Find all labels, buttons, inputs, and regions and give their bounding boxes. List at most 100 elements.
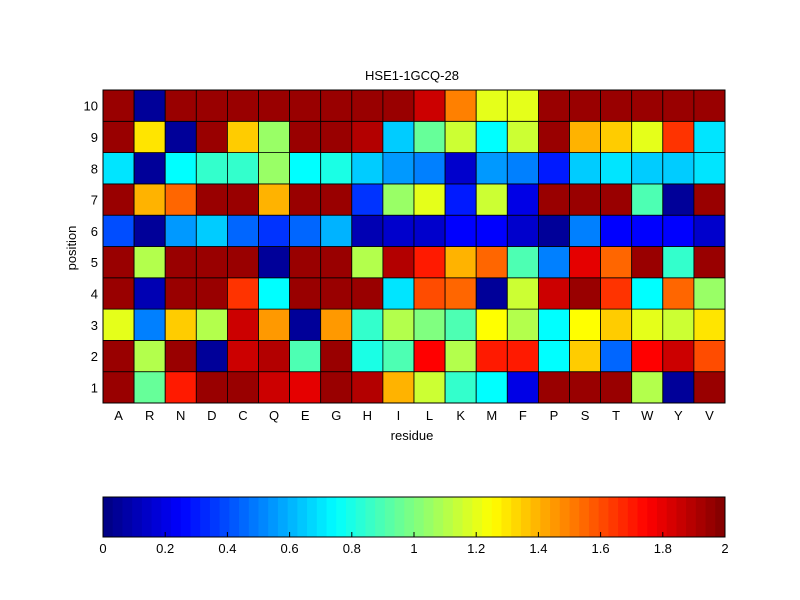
heatmap-cell-A-1 [102, 371, 135, 404]
colorbar-tick-label: 1.8 [654, 541, 672, 556]
plot-frame [102, 89, 726, 404]
colorbar-segment [452, 497, 464, 537]
heatmap-cell-Q-6 [258, 214, 291, 247]
heatmap-cell-P-4 [538, 277, 570, 310]
heatmap-cell-F-8 [506, 152, 539, 185]
colorbar-segment [171, 497, 182, 537]
heatmap-cell-G-5 [320, 246, 353, 279]
heatmap-cell-Q-10 [258, 89, 291, 122]
heatmap-cell-H-2 [351, 339, 384, 373]
heatmap-cell-L-8 [413, 152, 446, 185]
heatmap-cell-S-2 [569, 339, 602, 373]
heatmap-cell-P-1 [538, 371, 570, 404]
heatmap-cell-I-4 [382, 277, 415, 310]
colorbar-segment [559, 497, 570, 537]
heatmap-cell-E-4 [289, 277, 322, 310]
heatmap-cell-R-8 [133, 152, 166, 185]
colorbar [102, 496, 726, 538]
heatmap-cell-K-10 [444, 89, 477, 122]
colorbar-segment [491, 497, 502, 537]
heatmap-cell-S-8 [569, 152, 602, 185]
heatmap-cell-M-5 [475, 246, 508, 279]
colorbar-tick-label: 1.6 [592, 541, 610, 556]
heatmap-cell-N-6 [164, 214, 197, 247]
heatmap-cell-E-8 [289, 152, 322, 185]
colorbar-segment [122, 497, 133, 537]
heatmap-cell-C-8 [226, 152, 259, 185]
heatmap-cell-W-8 [631, 152, 664, 185]
heatmap-cell-H-10 [351, 89, 384, 122]
heatmap-cell-A-8 [102, 152, 135, 185]
heatmap-cell-N-4 [164, 277, 197, 310]
heatmap-cell-D-4 [195, 277, 228, 310]
heatmap-cell-K-2 [444, 339, 477, 373]
colorbar-segment [258, 497, 269, 537]
heatmap-cell-E-3 [289, 308, 322, 341]
colorbar-ticks: 0 0.2 0.4 0.6 0.8 1 1.2 1.4 1.6 1.8 2 [99, 532, 729, 556]
x-tick-label: N [176, 408, 185, 423]
heatmap-cell-F-3 [506, 308, 539, 341]
heatmap-cell-W-1 [631, 371, 664, 404]
colorbar-segment [345, 497, 357, 537]
heatmap-cell-L-1 [413, 371, 446, 404]
colorbar-segment [365, 497, 376, 537]
heatmap-cell-D-7 [195, 183, 228, 216]
colorbar-segment [511, 497, 522, 537]
heatmap-cell-P-6 [538, 214, 570, 247]
y-tick-label: 7 [91, 193, 98, 208]
heatmap-cell-I-3 [382, 308, 415, 341]
heatmap-cell-D-5 [195, 246, 228, 279]
heatmap-cell-K-8 [444, 152, 477, 185]
heatmap-cell-P-7 [538, 183, 570, 216]
colorbar-segment [666, 497, 677, 537]
y-tick-label: 5 [91, 255, 98, 270]
x-tick-label: E [301, 408, 310, 423]
colorbar-segment [132, 497, 143, 537]
heatmap-cell-S-10 [569, 89, 602, 122]
heatmap-cell-L-5 [413, 246, 446, 279]
heatmap-cell-W-2 [631, 339, 664, 373]
heatmap-cell-A-3 [102, 308, 135, 341]
heatmap-cell-A-2 [102, 339, 135, 373]
colorbar-segment [404, 497, 415, 537]
colorbar-segment [151, 497, 162, 537]
heatmap-cell-G-1 [320, 371, 353, 404]
heatmap-cell-V-3 [693, 308, 726, 341]
heatmap-cell-K-7 [444, 183, 477, 216]
heatmap-cell-L-3 [413, 308, 446, 341]
heatmap-cell-A-4 [102, 277, 135, 310]
heatmap-cells [102, 89, 726, 404]
heatmap-cell-D-9 [195, 120, 228, 154]
colorbar-segment [355, 497, 366, 537]
heatmap-cell-V-6 [693, 214, 726, 247]
heatmap-cell-G-2 [320, 339, 353, 373]
heatmap-cell-H-6 [351, 214, 384, 247]
colorbar-segment [579, 497, 590, 537]
heatmap-cell-Q-4 [258, 277, 291, 310]
colorbar-segment [375, 497, 386, 537]
heatmap-cell-A-5 [102, 246, 135, 279]
heatmap-cell-T-3 [600, 308, 633, 341]
heatmap-cell-V-4 [693, 277, 726, 310]
heatmap-cell-M-1 [475, 371, 508, 404]
heatmap-cell-F-10 [506, 89, 539, 122]
y-tick-label: 10 [84, 99, 98, 114]
heatmap-cell-K-6 [444, 214, 477, 247]
heatmap-cell-V-2 [693, 339, 726, 373]
x-tick-label: P [550, 408, 559, 423]
heatmap-cell-R-10 [133, 89, 166, 122]
heatmap-cell-Y-6 [662, 214, 695, 247]
colorbar-segment [443, 497, 454, 537]
heatmap-cell-D-3 [195, 308, 228, 341]
colorbar-segment [715, 497, 726, 537]
heatmap-cell-S-9 [569, 120, 602, 154]
colorbar-segment [482, 497, 493, 537]
heatmap-cell-G-9 [320, 120, 353, 154]
x-axis-label: residue [391, 428, 434, 443]
heatmap-cell-V-7 [693, 183, 726, 216]
colorbar-segment [608, 497, 619, 537]
heatmap-cell-I-1 [382, 371, 415, 404]
heatmap-cell-K-9 [444, 120, 477, 154]
